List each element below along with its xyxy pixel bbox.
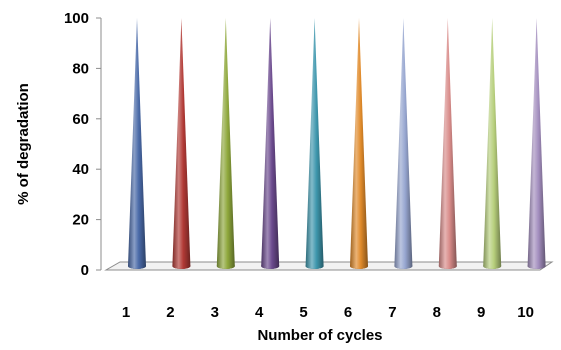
cone-body (172, 18, 191, 269)
x-tick-label: 9 (477, 304, 485, 321)
cone-body (128, 18, 146, 269)
cone-bar-4 (261, 18, 280, 269)
cone-body (350, 18, 368, 269)
y-tick-label: 20 (72, 212, 89, 229)
cone-bar-10 (527, 18, 546, 269)
cone-body (483, 18, 502, 269)
x-tick-label: 6 (344, 304, 352, 321)
x-tick-label: 2 (166, 304, 174, 321)
cone-body (394, 18, 413, 269)
cone-bar-9 (483, 18, 502, 269)
cone-body (305, 18, 324, 269)
cone-bar-3 (216, 18, 235, 269)
x-tick-label: 3 (211, 304, 219, 321)
cone-body (438, 18, 457, 269)
cone-body (527, 18, 546, 269)
y-tick-labels: 0 20 40 60 80 100 (64, 10, 101, 279)
cone-body (261, 18, 280, 269)
cone-bar-1 (128, 18, 146, 269)
x-tick-label: 10 (517, 304, 534, 321)
cone-body (216, 18, 235, 269)
y-tick-label: 80 (72, 60, 89, 77)
cone-bar-6 (350, 18, 368, 269)
y-tick-label: 0 (81, 262, 89, 279)
cone-bar-8 (438, 18, 457, 269)
cone-series (128, 18, 546, 269)
x-tick-label: 4 (255, 304, 264, 321)
x-tick-label: 7 (388, 304, 396, 321)
x-tick-label: 1 (122, 304, 130, 321)
x-tick-label: 5 (299, 304, 307, 321)
x-axis-title: Number of cycles (257, 327, 382, 344)
cone-bar-2 (172, 18, 191, 269)
x-tick-label: 8 (433, 304, 441, 321)
cone-bar-7 (394, 18, 413, 269)
y-tick-label: 60 (72, 111, 89, 128)
cone-bar-5 (305, 18, 324, 269)
y-tick-label: 100 (64, 10, 89, 27)
x-tick-labels: 1 2 3 4 5 6 7 8 9 10 (122, 304, 534, 321)
y-axis-title: % of degradation (15, 83, 32, 205)
y-tick-label: 40 (72, 161, 89, 178)
